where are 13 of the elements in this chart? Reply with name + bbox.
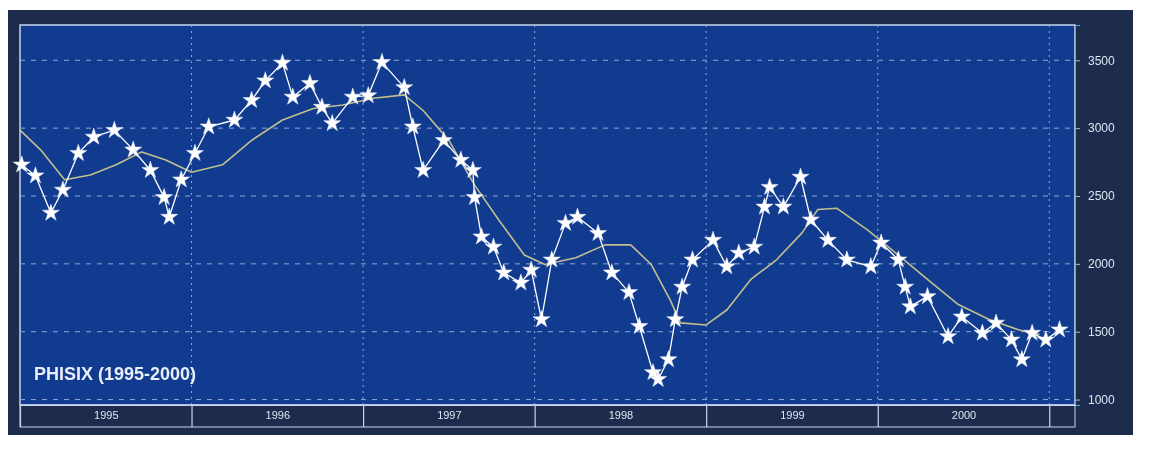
x-tick-label: 1995	[94, 408, 119, 421]
y-tick-label: 1500	[1088, 325, 1116, 340]
x-tick-label: 1999	[780, 408, 805, 421]
text: PHISIX (1995-2000)	[34, 364, 197, 384]
y-tick-label: 2500	[1088, 189, 1116, 204]
x-tick-label: 1997	[437, 408, 462, 421]
x-tick-label: 1996	[265, 408, 291, 421]
x-tick-label: 1998	[608, 408, 634, 421]
y-tick-label: 2000	[1088, 257, 1116, 272]
y-tick-label: 1000	[1088, 392, 1116, 407]
y-tick-label: 3000	[1088, 121, 1116, 136]
x-tick-label: 2000	[951, 408, 977, 421]
y-tick-label: 3500	[1088, 53, 1116, 68]
